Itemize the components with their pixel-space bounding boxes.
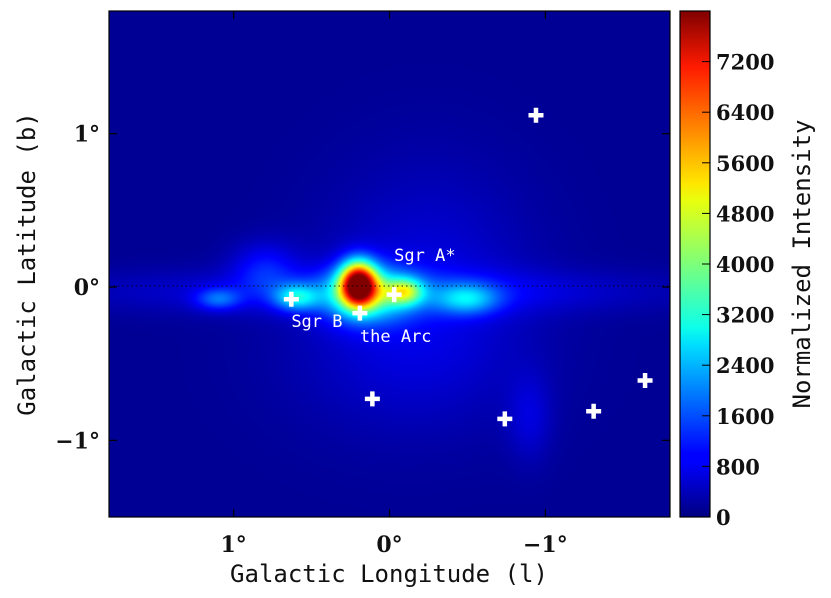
colorbar-tick-label-800: 800 <box>716 454 760 479</box>
y-tick-label-1: 1° <box>74 122 100 148</box>
colorbar: 0 800 1600 2400 3200 4000 4800 5600 6400 7200 Nor… <box>679 10 816 530</box>
annotation-sgr-b: Sgr B <box>291 312 342 332</box>
annotation-sgr-a: Sgr A* <box>394 246 455 266</box>
marker-cross-5 <box>497 411 513 427</box>
marker-cross-4 <box>364 391 380 407</box>
x-tick-label-3: −1° <box>523 532 568 558</box>
y-axis-label: Galactic Latitude (b) <box>13 112 41 415</box>
annotation-the-arc: the Arc <box>360 327 432 347</box>
colorbar-tick-label-0: 0 <box>716 505 731 530</box>
marker-cross-1 <box>283 291 299 307</box>
y-tick-label-2: 0° <box>74 275 100 301</box>
marker-cross-6 <box>528 107 544 123</box>
marker-cross-7 <box>586 403 602 419</box>
y-tick-label-3: −1° <box>55 428 100 454</box>
colorbar-tick-label-4000: 4000 <box>716 252 774 277</box>
marker-cross-3 <box>386 287 402 303</box>
x-tick-label-2: 0° <box>376 532 402 558</box>
colorbar-tick-label-3200: 3200 <box>716 303 774 328</box>
x-axis-label: Galactic Longitude (l) <box>230 560 548 588</box>
colorbar-tick-label-2400: 2400 <box>716 353 774 378</box>
colorbar-tick-label-5600: 5600 <box>716 151 774 176</box>
x-tick-label-1: 1° <box>221 532 247 558</box>
plot-area: Sgr A* Sgr B the Arc 1° 0° −1° 1° 0° −1° <box>55 10 671 558</box>
colorbar-tick-label-1600: 1600 <box>716 404 774 429</box>
intensity-heatmap <box>109 11 670 517</box>
colorbar-tick-label-7200: 7200 <box>716 50 774 75</box>
marker-cross-2 <box>352 305 368 321</box>
colorbar-tick-label-6400: 6400 <box>716 100 774 125</box>
colorbar-label: Normalized Intensity <box>788 120 816 409</box>
colorbar-tick-label-4800: 4800 <box>716 201 774 226</box>
marker-cross-8 <box>637 373 653 389</box>
